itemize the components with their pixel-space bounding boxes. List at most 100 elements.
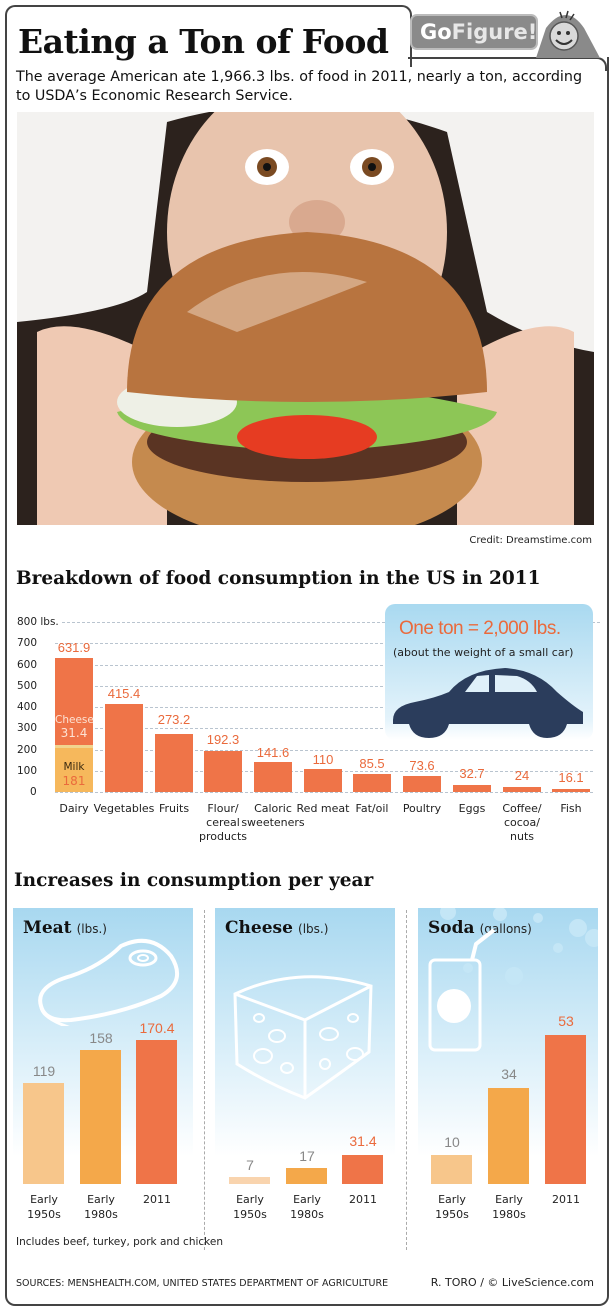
meat-note: Includes beef, turkey, pork and chicken <box>16 1236 223 1248</box>
value-coffee-cocoa-nuts: 24 <box>514 768 530 783</box>
cheese-bar-2011 <box>342 1155 383 1184</box>
value-poultry: 73.6 <box>409 758 435 773</box>
value-fish: 16.1 <box>558 770 584 785</box>
meat-title: Meat (lbs.) <box>23 918 107 938</box>
soda-can-icon <box>428 908 598 1052</box>
steak-icon <box>38 938 180 1026</box>
xlabel-eggs: Eggs <box>458 802 486 815</box>
y-tick-400: 400 <box>17 701 38 713</box>
cheese-value-1980s: 17 <box>299 1148 315 1164</box>
cheese-title: Cheese (lbs.) <box>225 918 329 938</box>
soda-label-1980s: Early 1980s <box>492 1193 526 1221</box>
mascot-icon <box>536 10 600 58</box>
gridline <box>55 665 593 666</box>
bar-coffee-cocoa-nuts <box>503 787 541 792</box>
soda-value-2011: 53 <box>558 1013 574 1029</box>
gridline <box>55 686 593 687</box>
y-tick-0: 0 <box>30 786 37 798</box>
soda-value-1980s: 34 <box>501 1066 517 1082</box>
gridline <box>62 622 600 623</box>
meat-value-1980s: 158 <box>89 1030 113 1046</box>
soda-value-1950s: 10 <box>444 1134 460 1150</box>
dairy-cheese-label: Cheese 31.4 <box>55 714 94 740</box>
gridline <box>55 728 593 729</box>
meat-value-1950s: 119 <box>32 1063 56 1079</box>
sources: SOURCES: MENSHEALTH.COM, UNITED STATES D… <box>16 1278 389 1289</box>
cheese-label-2011: 2011 <box>349 1193 377 1206</box>
value-eggs: 32.7 <box>459 766 485 781</box>
value-fat-oil: 85.5 <box>359 756 385 771</box>
bar-red-meat <box>304 769 342 792</box>
bar-fish <box>552 789 590 792</box>
xlabel-vegetables: Vegetables <box>93 802 155 815</box>
gridline <box>55 707 593 708</box>
meat-value-2011: 170.4 <box>139 1020 175 1036</box>
gridline <box>55 750 593 751</box>
value-red-meat: 110 <box>312 752 334 767</box>
y-tick-500: 500 <box>17 680 38 692</box>
meat-label-2011: 2011 <box>143 1193 171 1206</box>
value-dairy: 631.9 <box>57 640 91 655</box>
cheese-label-1950s: Early 1950s <box>233 1193 267 1221</box>
gridline <box>55 643 593 644</box>
soda-bar-1950s <box>431 1155 472 1184</box>
meat-bar-1980s <box>80 1050 121 1184</box>
subtitle: The average American ate 1,966.3 lbs. of… <box>16 69 583 104</box>
meat-bar-2011 <box>136 1040 177 1184</box>
bar-vegetables <box>105 704 143 792</box>
xlabel-caloric-sweeteners: Caloric sweeteners <box>241 802 305 829</box>
bar-dairy-divider <box>55 745 93 748</box>
soda-bar-2011 <box>545 1035 586 1184</box>
value-flour: 192.3 <box>206 732 240 747</box>
bar-poultry <box>403 776 441 792</box>
burger-photo-illustration <box>17 112 594 525</box>
gofigure-badge: GoFigure! <box>410 14 538 50</box>
value-vegetables: 415.4 <box>107 686 141 701</box>
meat-label-1950s: Early 1950s <box>27 1193 61 1221</box>
cheese-label-1980s: Early 1980s <box>290 1193 324 1221</box>
y-tick-700: 700 <box>17 637 38 649</box>
cheese-panel: Cheese (lbs.) <box>215 908 395 1184</box>
value-caloric-sweeteners: 141.6 <box>256 745 290 760</box>
soda-bar-1980s <box>488 1088 529 1184</box>
cheese-bar-1950s <box>229 1177 270 1184</box>
panel-divider <box>406 910 407 1250</box>
y-tick-800: 800 lbs. <box>17 616 59 628</box>
page-title: Eating a Ton of Food <box>18 22 389 61</box>
bar-flour <box>204 751 242 792</box>
photo-credit: Credit: Dreamstime.com <box>469 535 592 546</box>
brand-figure: Figure! <box>451 20 538 44</box>
xlabel-coffee-cocoa-nuts: Coffee/cocoa/nuts <box>502 802 542 843</box>
cheese-value-1950s: 7 <box>246 1157 254 1173</box>
frame-corner <box>408 57 607 71</box>
content-frame <box>5 57 609 1306</box>
xlabel-dairy: Dairy <box>59 802 89 815</box>
bar-caloric-sweeteners <box>254 762 292 792</box>
increases-title: Increases in consumption per year <box>14 870 374 891</box>
y-tick-100: 100 <box>17 765 38 777</box>
y-tick-600: 600 <box>17 659 38 671</box>
meat-bar-1950s <box>23 1083 64 1184</box>
cheese-value-2011: 31.4 <box>349 1133 377 1149</box>
y-tick-200: 200 <box>17 744 38 756</box>
soda-label-2011: 2011 <box>552 1193 580 1206</box>
bar-dairy-milk <box>55 745 93 792</box>
panel-divider <box>204 910 205 1250</box>
breakdown-title: Breakdown of food consumption in the US … <box>16 568 541 589</box>
xlabel-fish: Fish <box>560 802 582 815</box>
xlabel-fruits: Fruits <box>158 802 190 815</box>
brand-go: Go <box>420 20 452 44</box>
dairy-milk-label: Milk 181 <box>62 761 86 788</box>
xlabel-red-meat: Red meat <box>296 802 350 815</box>
meat-label-1980s: Early 1980s <box>84 1193 118 1221</box>
callout-headline: One ton = 2,000 lbs. <box>399 618 561 639</box>
bar-fruits <box>155 734 193 792</box>
bar-eggs <box>453 785 491 792</box>
value-fruits: 273.2 <box>157 712 191 727</box>
xlabel-fat-oil: Fat/oil <box>355 802 389 815</box>
cheese-icon <box>233 975 373 1100</box>
ton-callout: One ton = 2,000 lbs. (about the weight o… <box>385 604 593 740</box>
bar-fat-oil <box>353 774 391 792</box>
baseline <box>55 792 593 793</box>
hero-photo <box>17 112 594 525</box>
